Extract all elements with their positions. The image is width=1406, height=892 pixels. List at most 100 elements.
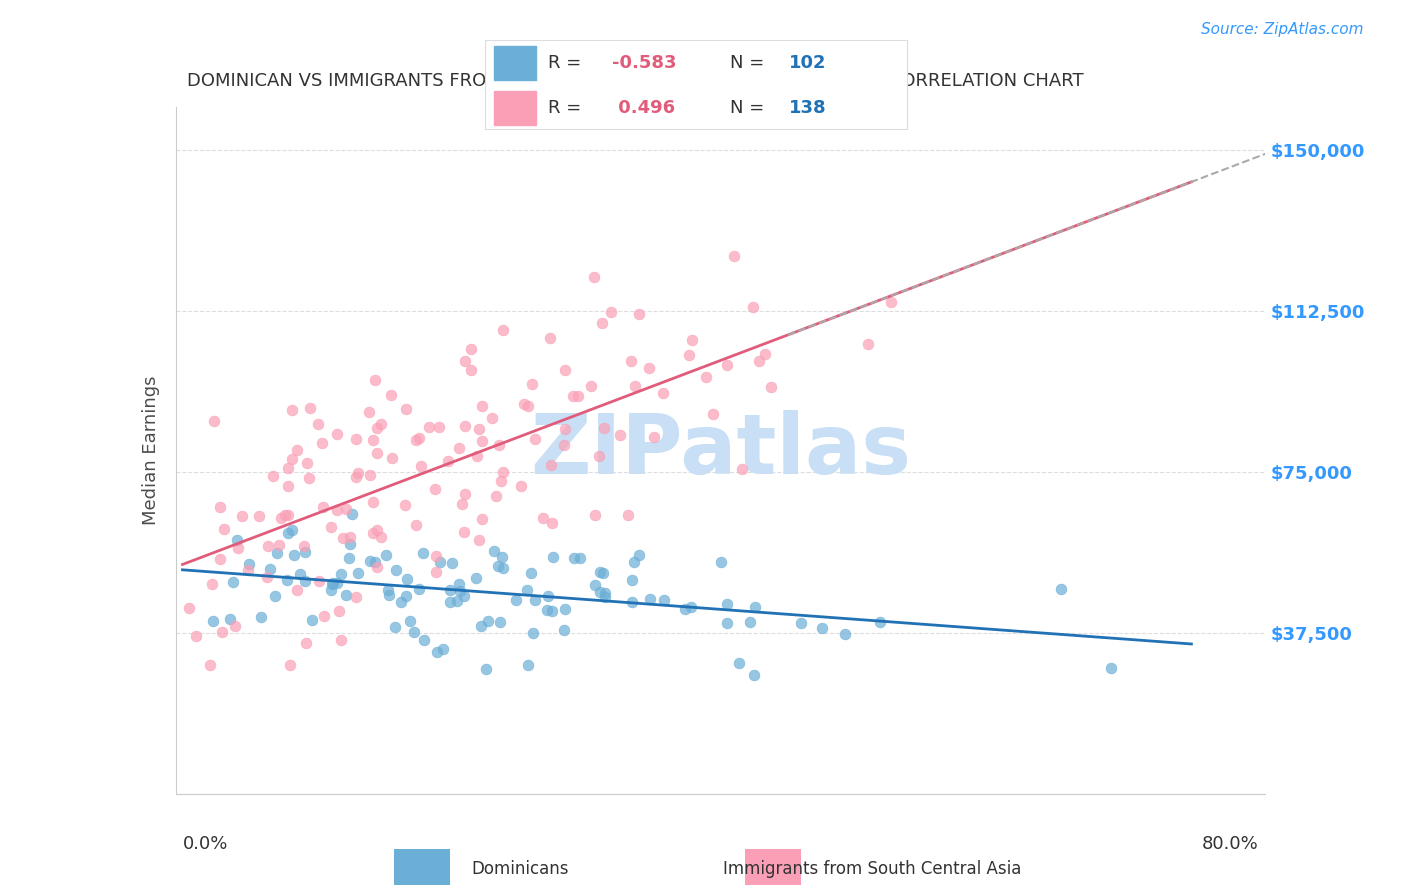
- Point: [481, 410, 503, 425]
- Point: [880, 295, 903, 310]
- Point: [520, 566, 543, 581]
- Point: [208, 500, 231, 515]
- Point: [588, 449, 610, 463]
- Point: [280, 658, 302, 673]
- Point: [681, 333, 703, 347]
- Point: [277, 479, 299, 493]
- Point: [361, 526, 384, 541]
- Point: [405, 433, 427, 447]
- Point: [297, 456, 319, 470]
- Point: [212, 522, 235, 536]
- Text: Immigrants from South Central Asia: Immigrants from South Central Asia: [723, 860, 1021, 878]
- Point: [347, 566, 370, 581]
- Point: [464, 571, 486, 585]
- Point: [307, 417, 329, 431]
- Point: [583, 578, 606, 592]
- Point: [321, 577, 343, 591]
- Point: [471, 399, 494, 413]
- Point: [298, 471, 321, 485]
- Point: [748, 353, 770, 368]
- Point: [567, 389, 589, 403]
- Point: [344, 470, 367, 484]
- Point: [335, 588, 357, 602]
- Point: [742, 301, 765, 315]
- Point: [553, 623, 575, 637]
- Point: [256, 570, 278, 584]
- Point: [440, 556, 463, 570]
- Point: [509, 479, 531, 493]
- Point: [869, 615, 891, 630]
- Point: [322, 576, 344, 591]
- Point: [620, 594, 643, 608]
- Point: [450, 497, 472, 511]
- Point: [359, 405, 381, 419]
- Point: [585, 508, 607, 522]
- Point: [439, 595, 461, 609]
- Point: [512, 397, 534, 411]
- Point: [405, 517, 427, 532]
- Point: [754, 347, 776, 361]
- Point: [267, 538, 290, 552]
- Point: [211, 625, 233, 640]
- Point: [259, 562, 281, 576]
- Point: [486, 558, 509, 573]
- Point: [477, 614, 499, 628]
- Bar: [494, 46, 536, 80]
- Point: [238, 563, 260, 577]
- Text: 0.0%: 0.0%: [183, 835, 228, 853]
- Point: [617, 508, 640, 522]
- Point: [413, 632, 436, 647]
- Point: [395, 589, 418, 603]
- Point: [432, 641, 454, 656]
- Point: [522, 626, 544, 640]
- Bar: [494, 91, 536, 125]
- Point: [541, 550, 564, 565]
- Point: [579, 379, 602, 393]
- Point: [394, 498, 416, 512]
- Text: 80.0%: 80.0%: [1202, 835, 1258, 853]
- Point: [524, 433, 547, 447]
- Point: [620, 573, 643, 587]
- Point: [285, 443, 308, 458]
- Point: [281, 403, 304, 417]
- Point: [381, 450, 404, 465]
- Point: [531, 510, 554, 524]
- Point: [471, 434, 494, 448]
- Point: [467, 449, 489, 463]
- Point: [695, 370, 717, 384]
- Point: [517, 399, 540, 413]
- Y-axis label: Median Earnings: Median Earnings: [142, 376, 160, 525]
- Point: [380, 387, 402, 401]
- Point: [288, 567, 311, 582]
- Point: [516, 582, 538, 597]
- Point: [277, 508, 299, 522]
- Point: [643, 430, 665, 444]
- Text: N =: N =: [730, 99, 769, 117]
- Point: [308, 574, 330, 588]
- Point: [186, 629, 208, 643]
- Point: [679, 599, 702, 614]
- Point: [554, 363, 576, 377]
- Point: [200, 658, 222, 673]
- Point: [370, 530, 392, 544]
- Point: [673, 602, 696, 616]
- Point: [412, 546, 434, 560]
- Point: [460, 363, 482, 377]
- Point: [738, 615, 761, 629]
- Point: [730, 461, 752, 475]
- Point: [505, 593, 527, 607]
- Point: [319, 582, 342, 597]
- Point: [292, 539, 315, 553]
- Point: [231, 509, 253, 524]
- Point: [337, 551, 360, 566]
- Point: [593, 421, 616, 435]
- Point: [652, 386, 675, 401]
- Point: [554, 602, 576, 616]
- Point: [330, 632, 353, 647]
- Point: [395, 402, 418, 417]
- Point: [716, 616, 738, 631]
- Point: [1099, 661, 1122, 675]
- Text: ZIPatlas: ZIPatlas: [530, 410, 911, 491]
- Point: [569, 551, 592, 566]
- Point: [364, 555, 387, 569]
